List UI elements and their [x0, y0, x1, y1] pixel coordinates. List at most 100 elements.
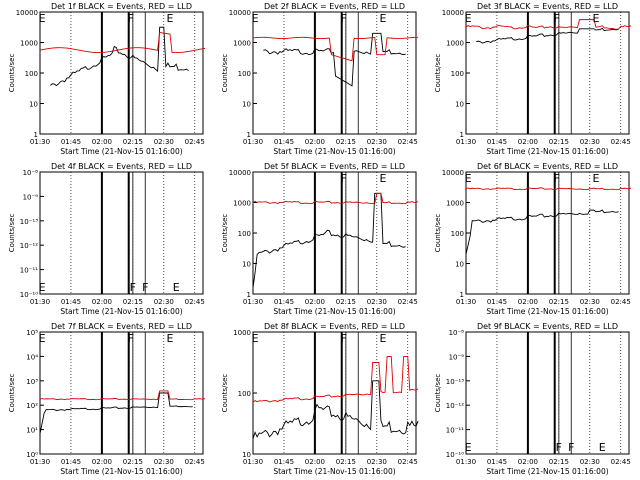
x-tick-label: 02:30 [154, 458, 174, 466]
marker-label: E [599, 441, 606, 454]
panel-title: Det 7f BLACK = Events, RED = LLD [51, 322, 192, 331]
x-axis-label: Start Time (21-Nov-15 01:16:00) [273, 467, 395, 476]
x-axis-label: Start Time (21-Nov-15 01:16:00) [486, 147, 608, 156]
x-tick-label: 01:45 [61, 138, 81, 146]
y-tick-label: 1 [460, 131, 464, 139]
x-tick-label: 02:15 [549, 458, 569, 466]
marker-label: E [167, 12, 174, 25]
lld-series-line [252, 355, 419, 403]
x-tick-label: 01:30 [243, 298, 263, 306]
marker-label: E [465, 172, 472, 185]
y-tick-label: 10⁻⁹ [449, 353, 465, 361]
y-tick-label: 100 [25, 70, 38, 78]
x-tick-label: 02:30 [154, 138, 174, 146]
marker-label: F [554, 172, 560, 185]
plot-frame [39, 171, 204, 295]
y-axis-label: Counts/sec [434, 54, 442, 93]
lld-series-line [465, 19, 632, 30]
y-tick-label: 10⁻¹¹ [446, 427, 464, 435]
marker-label: E [173, 281, 180, 294]
marker-label: F [128, 332, 134, 345]
x-tick-label: 02:15 [549, 138, 569, 146]
chart-panel-2: Det 2f BLACK = Events, RED = LLD 01:30 01:… [221, 2, 419, 156]
marker-label: F [568, 441, 574, 454]
y-tick-label: 10 [242, 101, 251, 109]
x-tick-label: 01:30 [30, 298, 50, 306]
y-tick-label: 100 [451, 230, 464, 238]
marker-label: F [341, 12, 347, 25]
x-tick-label: 02:30 [154, 298, 174, 306]
x-tick-label: 02:30 [367, 138, 387, 146]
marker-label: E [380, 172, 387, 185]
y-tick-label: 1 [34, 131, 38, 139]
marker-label: E [39, 12, 46, 25]
x-tick-label: 02:30 [367, 298, 387, 306]
y-axis-label: Counts/sec [221, 54, 229, 93]
y-tick-label: 10⁻⁸ [449, 329, 465, 337]
x-axis-label: Start Time (21-Nov-15 01:16:00) [60, 467, 182, 476]
x-tick-label: 02:45 [185, 298, 205, 306]
x-axis-label: Start Time (21-Nov-15 01:16:00) [486, 307, 608, 316]
y-tick-label: 10⁻¹³ [20, 218, 38, 226]
x-tick-label: 02:30 [580, 298, 600, 306]
panel-title: Det 9f BLACK = Events, RED = LLD [477, 322, 618, 331]
y-tick-label: 10⁻¹¹ [20, 267, 38, 275]
x-tick-label: 01:30 [456, 138, 476, 146]
y-axis-label: Counts/sec [8, 54, 16, 93]
y-tick-label: 10000 [229, 9, 251, 17]
marker-label: E [252, 332, 259, 345]
x-tick-label: 02:30 [580, 138, 600, 146]
x-tick-label: 02:00 [518, 138, 538, 146]
x-tick-label: 02:15 [336, 298, 356, 306]
chart-panel-1: Det 1f BLACK = Events, RED = LLD 01:30 01:… [8, 2, 206, 156]
marker-label: F [554, 12, 560, 25]
x-axis-label: Start Time (21-Nov-15 01:16:00) [60, 147, 182, 156]
marker-label: E [380, 332, 387, 345]
y-tick-label: 10¹ [26, 427, 38, 435]
marker-label: E [593, 172, 600, 185]
y-tick-label: 10 [242, 451, 251, 459]
y-tick-label: 10000 [442, 169, 464, 177]
plot-frame [465, 171, 630, 295]
chart-panel-9: Det 9f BLACK = Events, RED = LLD 01:30 01:… [434, 322, 631, 476]
plot-frame [252, 11, 417, 135]
events-series-line [252, 192, 406, 288]
x-tick-label: 02:45 [611, 298, 631, 306]
marker-label: E [380, 12, 387, 25]
x-tick-label: 02:00 [92, 298, 112, 306]
x-tick-label: 02:45 [185, 138, 205, 146]
marker-label: E [39, 332, 46, 345]
y-tick-label: 10² [26, 402, 38, 410]
chart-panel-8: Det 8f BLACK = Events, RED = LLD 01:30 01:… [221, 322, 419, 476]
marker-label: E [465, 441, 472, 454]
y-tick-label: 100 [238, 390, 251, 398]
x-tick-label: 01:30 [243, 458, 263, 466]
lld-series-line [465, 187, 632, 191]
x-tick-label: 02:45 [398, 298, 418, 306]
y-tick-label: 10⁻¹³ [446, 378, 464, 386]
chart-panel-7: Det 7f BLACK = Events, RED = LLD 01:30 01:… [8, 322, 206, 476]
x-tick-label: 01:45 [61, 458, 81, 466]
x-axis-label: Start Time (21-Nov-15 01:16:00) [486, 467, 608, 476]
x-tick-label: 02:45 [611, 138, 631, 146]
x-tick-label: 01:45 [274, 138, 294, 146]
y-tick-label: 10⁻¹⁰ [20, 291, 38, 299]
x-tick-label: 01:45 [61, 298, 81, 306]
x-tick-label: 02:45 [398, 458, 418, 466]
y-tick-label: 10000 [442, 9, 464, 17]
y-tick-label: 10000 [16, 9, 38, 17]
x-tick-label: 02:45 [611, 458, 631, 466]
y-tick-label: 10⁴ [26, 353, 38, 361]
y-tick-label: 10⁻¹² [446, 402, 464, 410]
x-tick-label: 02:00 [518, 458, 538, 466]
y-axis-label: Counts/sec [434, 214, 442, 253]
x-tick-label: 02:00 [305, 138, 325, 146]
y-tick-label: 10000 [229, 169, 251, 177]
x-axis-label: Start Time (21-Nov-15 01:16:00) [60, 307, 182, 316]
y-axis-label: Counts/sec [221, 374, 229, 413]
lld-series-line [39, 31, 206, 54]
y-tick-label: 1000 [446, 200, 464, 208]
chart-panel-4: Det 4f BLACK = Events, RED = LLD 01:30 01:… [8, 162, 205, 316]
y-tick-label: 10⁰ [26, 451, 38, 459]
